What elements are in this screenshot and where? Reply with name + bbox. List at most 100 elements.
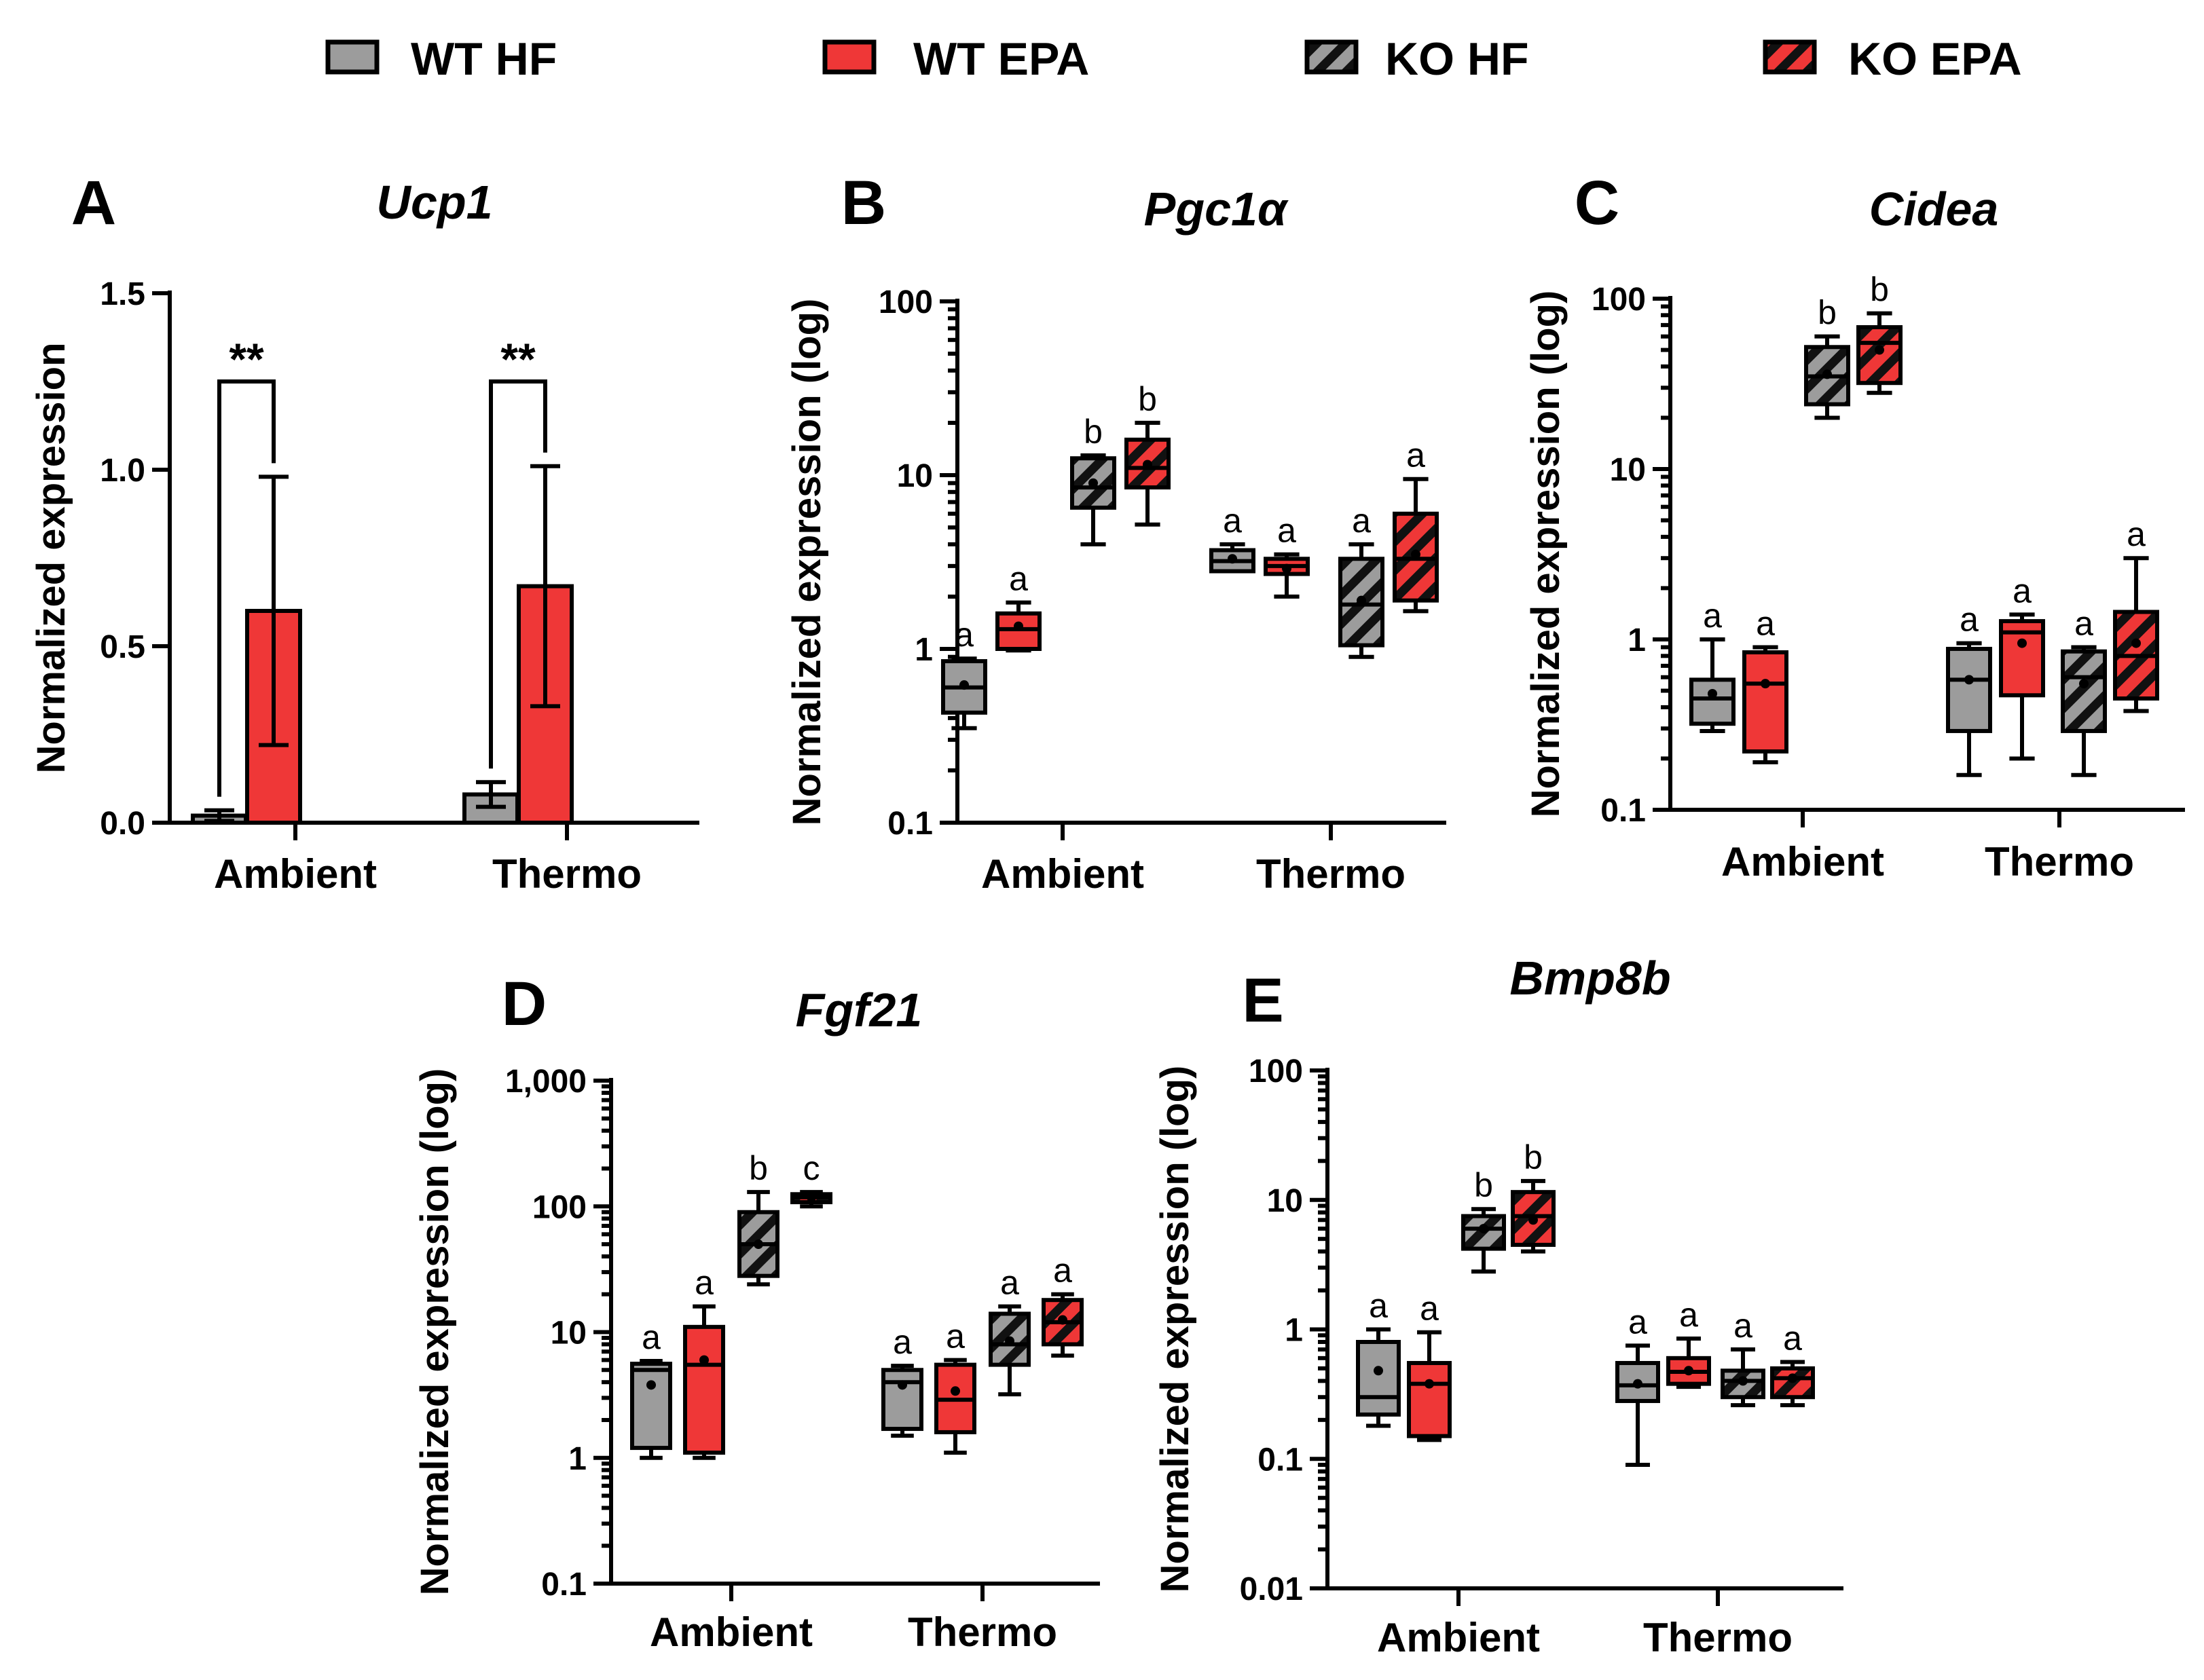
box-ko-epa-ambient: b: [1511, 1138, 1556, 1254]
box-wt-hf-thermo: a: [881, 1323, 923, 1438]
legend-label-wt-hf: WT HF: [411, 33, 557, 85]
box-ko-hf-ambient: b: [737, 1149, 779, 1287]
significance-bracket: [217, 379, 276, 797]
y-tick-label: 1: [1285, 1313, 1303, 1349]
box-mean-marker: [1058, 1315, 1067, 1325]
panel-letter: C: [1575, 168, 1619, 238]
box-mean-marker: [959, 680, 969, 690]
group-letter: a: [695, 1264, 714, 1302]
legend-swatch-wt-hf: [325, 39, 380, 75]
box-mean-marker: [1357, 595, 1366, 605]
box-ko-hf-ambient: b: [1804, 294, 1850, 420]
box-mean-marker: [2079, 679, 2089, 689]
y-tick-label: 0.1: [1257, 1442, 1303, 1478]
group-letter: a: [1406, 436, 1425, 474]
y-tick-label: 1.5: [100, 276, 145, 312]
y-axis-label: Normalized expression (log): [1524, 291, 1568, 818]
group-letter: a: [1703, 597, 1722, 635]
y-tick-label: 10: [897, 458, 933, 494]
panel-letter: D: [502, 969, 547, 1039]
box-body: [1356, 1339, 1401, 1417]
x-tick-label-ambient: Ambient: [214, 851, 377, 897]
legend-swatch-ko-epa: [1763, 39, 1817, 75]
x-tick-label-ambient: Ambient: [981, 851, 1144, 897]
group-letter: a: [1756, 604, 1775, 642]
box-mean-marker: [1228, 554, 1237, 564]
box-ko-hf-thermo: a: [1338, 502, 1384, 659]
y-axis-label: Normalized expression (log): [1153, 1066, 1197, 1593]
box-mean-marker: [2131, 638, 2141, 648]
panel-title: Ucp1: [376, 176, 492, 229]
box-body: [1856, 325, 1903, 386]
box-wt-epa-thermo: a: [1264, 512, 1310, 599]
box-mean-marker: [1528, 1215, 1538, 1225]
group-letter: b: [749, 1149, 768, 1187]
box-mean-marker: [1282, 563, 1291, 574]
box-wt-hf-thermo: a: [1209, 502, 1255, 574]
legend-label-ko-epa: KO EPA: [1848, 33, 2022, 85]
group-letter: c: [803, 1149, 820, 1187]
group-letter: a: [1783, 1320, 1802, 1358]
y-tick-label: 0.1: [887, 806, 933, 842]
y-tick-label: 100: [879, 284, 933, 320]
significance-label: **: [500, 334, 536, 384]
x-tick-label-ambient: Ambient: [650, 1609, 813, 1655]
y-axis-label: Normalized expression (log): [785, 299, 829, 826]
group-letter: b: [1084, 413, 1103, 451]
box-mean-marker: [1964, 675, 1974, 685]
box-mean-marker: [1708, 689, 1717, 699]
panel-title: Bmp8b: [1509, 952, 1670, 1005]
box-ko-hf-thermo: a: [2061, 604, 2107, 777]
significance-bracket: [489, 379, 547, 769]
y-tick-label: 100: [1592, 282, 1646, 318]
box-body: [2061, 649, 2107, 733]
group-letter: a: [2013, 572, 2032, 610]
legend-item-wt-epa: WT EPA: [822, 33, 1089, 85]
legend-item-wt-hf: WT HF: [325, 33, 557, 85]
panel-c: C Cidea Normalized expression (log) 0.1 1 10 1…: [1524, 168, 2185, 884]
legend-item-ko-epa: KO EPA: [1763, 33, 2022, 85]
box-ko-hf-ambient: b: [1070, 413, 1116, 546]
box-mean-marker: [1822, 369, 1832, 379]
group-letter: a: [2074, 604, 2093, 642]
group-letter: a: [1223, 502, 1242, 540]
box-body: [1742, 650, 1788, 754]
box-ko-epa-thermo: a: [1393, 436, 1439, 614]
box-wt-epa-ambient: a: [1407, 1290, 1452, 1442]
panel-e: E Bmp8b Normalized expression (log) 0.01 0.1…: [1153, 952, 1843, 1660]
box-ko-epa-ambient: b: [1856, 271, 1903, 395]
group-letter: a: [1352, 502, 1371, 540]
group-letter: a: [1628, 1303, 1647, 1341]
group-letter: b: [1524, 1138, 1543, 1176]
x-tick-label-ambient: Ambient: [1721, 839, 1884, 884]
box-body: [1070, 456, 1116, 510]
group-letter: a: [1053, 1252, 1072, 1290]
legend-label-ko-hf: KO HF: [1385, 33, 1529, 85]
box-wt-epa-ambient: a: [1742, 604, 1788, 765]
x-tick-label-ambient: Ambient: [1377, 1615, 1540, 1660]
box-ko-hf-thermo: a: [989, 1264, 1031, 1397]
box-mean-marker: [1761, 679, 1770, 689]
y-axis-label: Normalized expression: [29, 343, 73, 774]
y-tick-label: 1: [915, 632, 933, 668]
box-mean-marker: [1374, 1366, 1383, 1376]
box-mean-marker: [1005, 1336, 1014, 1346]
group-letter: b: [1474, 1166, 1493, 1204]
box-ko-epa-thermo: a: [1770, 1320, 1815, 1408]
box-mean-marker: [1479, 1224, 1488, 1234]
y-tick-label: 0.5: [100, 629, 145, 665]
panel-d: D Fgf21 Normalized expression (log) 0.1 1 10 1…: [413, 969, 1100, 1655]
group-letter: a: [1679, 1296, 1698, 1334]
box-mean-marker: [1738, 1376, 1748, 1386]
group-letter: b: [1870, 271, 1889, 309]
box-body: [995, 611, 1042, 652]
box-wt-hf-ambient: a: [1689, 597, 1735, 733]
group-letter: a: [1369, 1287, 1388, 1325]
x-tick-label-thermo: Thermo: [1256, 851, 1406, 897]
x-tick-label-thermo: Thermo: [492, 851, 642, 897]
box-body: [683, 1324, 725, 1455]
box-body: [1689, 677, 1735, 726]
box-wt-epa-thermo: a: [934, 1318, 976, 1455]
box-mean-marker: [807, 1192, 816, 1202]
